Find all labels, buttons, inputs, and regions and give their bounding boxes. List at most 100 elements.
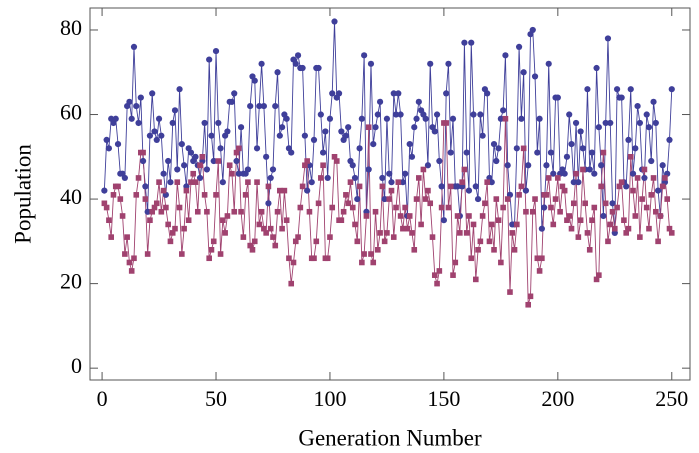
data-point bbox=[625, 136, 632, 143]
data-point bbox=[236, 145, 242, 152]
data-point bbox=[648, 192, 655, 198]
data-point bbox=[365, 166, 372, 173]
data-point bbox=[650, 175, 657, 181]
data-point bbox=[593, 276, 600, 283]
data-point bbox=[201, 119, 208, 127]
data-point bbox=[409, 230, 415, 236]
data-point bbox=[504, 196, 511, 202]
data-point bbox=[110, 192, 117, 198]
data-point bbox=[222, 230, 228, 236]
data-point bbox=[500, 107, 507, 114]
data-point bbox=[208, 132, 215, 139]
data-point bbox=[408, 153, 416, 160]
data-point bbox=[586, 247, 593, 253]
data-point bbox=[263, 230, 269, 236]
data-point bbox=[256, 102, 263, 110]
y-tick-label: 20 bbox=[60, 269, 82, 294]
data-point bbox=[402, 204, 408, 211]
data-point bbox=[490, 141, 498, 148]
data-point bbox=[142, 196, 149, 202]
data-point bbox=[392, 111, 400, 118]
data-point bbox=[472, 276, 479, 283]
data-point bbox=[210, 238, 217, 245]
data-point bbox=[361, 52, 368, 59]
data-point bbox=[639, 196, 645, 202]
data-point bbox=[577, 217, 584, 224]
data-point bbox=[265, 183, 272, 190]
data-point bbox=[447, 183, 454, 190]
data-point bbox=[657, 213, 664, 219]
data-point bbox=[623, 230, 629, 236]
data-point bbox=[554, 94, 561, 101]
data-point bbox=[545, 60, 552, 67]
data-point bbox=[370, 141, 377, 148]
data-point bbox=[584, 86, 591, 93]
data-point bbox=[122, 251, 128, 257]
data-point bbox=[365, 124, 372, 131]
data-point bbox=[612, 225, 618, 232]
data-point bbox=[520, 69, 527, 76]
data-point bbox=[607, 119, 614, 127]
data-point bbox=[479, 132, 486, 139]
data-point bbox=[570, 200, 577, 207]
data-point bbox=[629, 170, 637, 177]
data-point bbox=[370, 259, 377, 266]
data-point bbox=[174, 179, 181, 185]
data-point bbox=[204, 208, 210, 215]
data-point bbox=[233, 149, 240, 156]
data-point bbox=[244, 166, 252, 173]
data-point bbox=[187, 149, 195, 156]
data-point bbox=[402, 170, 409, 177]
data-point bbox=[311, 255, 317, 262]
data-point bbox=[139, 157, 147, 165]
data-point bbox=[436, 268, 443, 274]
data-point bbox=[261, 225, 267, 232]
data-point bbox=[588, 149, 596, 156]
data-point bbox=[440, 217, 447, 224]
data-point bbox=[445, 204, 452, 211]
data-point bbox=[572, 119, 580, 127]
data-point bbox=[231, 90, 238, 97]
data-point bbox=[206, 56, 213, 63]
data-point bbox=[192, 153, 199, 160]
data-point bbox=[208, 247, 215, 253]
data-point bbox=[181, 225, 187, 232]
data-point bbox=[304, 187, 311, 194]
data-point bbox=[604, 35, 612, 42]
data-point bbox=[465, 187, 473, 194]
data-point bbox=[484, 90, 491, 97]
data-point bbox=[279, 124, 286, 131]
data-point bbox=[575, 234, 582, 240]
data-point bbox=[470, 221, 477, 228]
data-point bbox=[397, 111, 404, 118]
data-point bbox=[438, 183, 445, 190]
data-point bbox=[253, 145, 261, 152]
data-point bbox=[666, 136, 673, 143]
data-point bbox=[457, 230, 463, 236]
data-point bbox=[153, 200, 160, 207]
data-point bbox=[625, 225, 632, 232]
plot-frame bbox=[89, 7, 691, 381]
data-point bbox=[101, 187, 108, 194]
data-point bbox=[557, 208, 563, 215]
data-point bbox=[233, 157, 240, 165]
data-point bbox=[427, 200, 434, 207]
data-point bbox=[623, 183, 630, 190]
data-point bbox=[652, 119, 659, 127]
data-point bbox=[543, 162, 550, 169]
data-point bbox=[627, 86, 634, 93]
data-point bbox=[149, 90, 156, 97]
data-point bbox=[156, 179, 162, 185]
data-point bbox=[277, 187, 283, 194]
data-point bbox=[199, 154, 206, 160]
data-point bbox=[333, 158, 340, 164]
data-point bbox=[634, 175, 641, 181]
data-point bbox=[388, 187, 395, 194]
data-point bbox=[140, 149, 146, 156]
data-point bbox=[376, 98, 384, 105]
y-tick-label: 80 bbox=[60, 15, 82, 40]
data-point bbox=[358, 115, 365, 122]
data-point bbox=[171, 107, 179, 114]
data-point bbox=[128, 268, 135, 274]
data-point bbox=[668, 86, 675, 93]
